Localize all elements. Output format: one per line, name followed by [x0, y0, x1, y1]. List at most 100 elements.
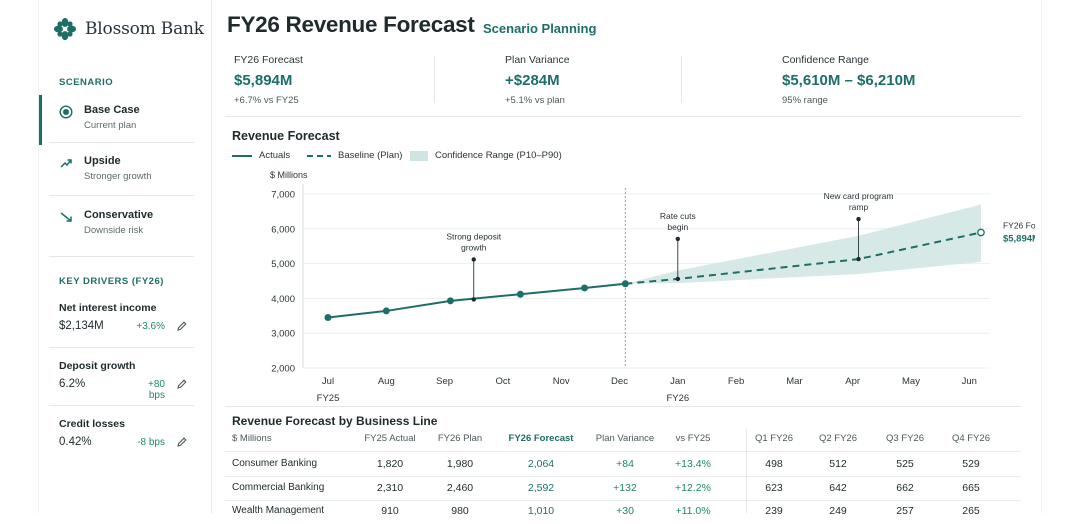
table-cell: +11.0%: [675, 505, 711, 517]
table-header[interactable]: FY26 Plan: [437, 433, 483, 444]
driver-deposit-growth: Deposit growth 6.2% +80 bps: [39, 356, 194, 406]
table-header[interactable]: Q2 FY26: [818, 433, 858, 444]
driver-change: +3.6%: [136, 321, 165, 332]
kpi-value: $5,610M – $6,210M: [782, 72, 916, 89]
edit-icon[interactable]: [176, 320, 188, 332]
table-header[interactable]: vs FY25: [675, 433, 711, 444]
table-header[interactable]: Q1 FY26: [754, 433, 794, 444]
table-header[interactable]: Q3 FY26: [885, 433, 925, 444]
table-header-divider: [225, 451, 1021, 452]
trend-down-icon: [60, 212, 72, 222]
actuals-point: [446, 297, 454, 305]
scenario-conservative[interactable]: Conservative Downside risk: [39, 200, 194, 250]
table-cell: 2,460: [446, 481, 474, 494]
scenario-subtitle: Current plan: [84, 120, 137, 131]
scenario-title: Conservative: [84, 209, 154, 221]
end-label-value: $5,894M: [1003, 233, 1035, 244]
divider: [49, 256, 194, 257]
annotation-text: growth: [461, 242, 487, 252]
driver-value: $2,134M: [59, 320, 104, 332]
driver-credit-losses: Credit losses 0.42% -8 bps: [39, 414, 194, 464]
table-cell: 642: [829, 481, 847, 494]
kpi-fy26-forecast: FY26 Forecast $5,894M +6.7% vs FY25: [234, 54, 303, 106]
x-tick-label: Jan: [670, 376, 685, 387]
x-tick-label: Mar: [786, 376, 802, 387]
scenario-title: Base Case: [84, 104, 140, 116]
x-tick-label: Sep: [436, 376, 453, 387]
kpi-label: FY26 Forecast: [234, 54, 303, 66]
scenario-upside[interactable]: Upside Stronger growth: [39, 146, 194, 196]
legend-label: Baseline (Plan): [338, 150, 403, 161]
scenario-section-label: SCENARIO: [59, 77, 114, 88]
sidebar: Blossom Bank SCENARIO Base Case Current …: [39, 0, 212, 513]
annotation-text: ramp: [849, 202, 869, 212]
table-cell: 2,310: [376, 481, 404, 494]
table-header[interactable]: FY26 Forecast: [508, 433, 574, 444]
legend-actuals[interactable]: Actuals: [232, 150, 290, 161]
x-tick-label: Feb: [728, 376, 744, 387]
driver-net-interest-income: Net interest income $2,134M +3.6%: [39, 298, 194, 348]
divider: [49, 142, 194, 143]
row-divider: [225, 499, 1021, 501]
edit-icon[interactable]: [176, 436, 188, 448]
table-cell: 512: [829, 458, 847, 470]
year-label: FY26: [666, 393, 689, 404]
y-axis-label: $ Millions: [270, 170, 308, 180]
actuals-point: [516, 290, 524, 298]
business-line-name: Consumer Banking: [232, 458, 318, 469]
annotation-dot: [471, 257, 476, 262]
x-tick-label: May: [902, 376, 920, 387]
kpi-subtext: +6.7% vs FY25: [234, 95, 299, 106]
legend-baseline[interactable]: Baseline (Plan): [307, 150, 402, 161]
legend-band-icon: [410, 150, 428, 161]
driver-change: +80 bps: [148, 379, 165, 401]
kpi-subtext: +5.1% vs plan: [505, 95, 565, 106]
annotation-anchor: [856, 256, 861, 262]
business-line-name: Commercial Banking: [232, 481, 325, 493]
table-cell: 498: [765, 458, 783, 470]
divider: [49, 405, 194, 406]
y-tick-label: 6,000: [271, 224, 295, 235]
driver-change: -8 bps: [137, 437, 165, 448]
y-tick-label: 4,000: [271, 294, 295, 305]
table-cell: 662: [896, 481, 914, 494]
legend-solid-line-icon: [232, 154, 252, 157]
scenario-base-case[interactable]: Base Case Current plan: [39, 95, 197, 145]
edit-icon[interactable]: [176, 378, 188, 390]
confidence-band: [625, 204, 981, 284]
table-cell: +84: [616, 458, 634, 470]
table-header[interactable]: $ Millions: [232, 433, 272, 444]
app-window: Blossom Bank SCENARIO Base Case Current …: [38, 0, 1042, 517]
kpi-subtext: 95% range: [782, 95, 828, 106]
brand-name: Blossom Bank: [85, 19, 204, 39]
y-tick-label: 7,000: [271, 190, 295, 201]
table-cell: 623: [765, 481, 783, 494]
table-cell: 980: [451, 505, 469, 517]
table-cell: 249: [829, 505, 847, 517]
annotation-dot: [856, 216, 861, 222]
table-header[interactable]: Q4 FY26: [951, 433, 991, 444]
x-tick-label: Dec: [611, 376, 628, 387]
divider: [225, 406, 1021, 407]
page-title: FY26 Revenue Forecast: [227, 12, 475, 37]
actuals-line: [327, 282, 626, 319]
brand[interactable]: Blossom Bank: [53, 16, 204, 42]
table-header[interactable]: FY25 Actual: [364, 433, 416, 444]
x-tick-label: Aug: [378, 376, 395, 387]
table-cell: +12.2%: [675, 481, 711, 494]
end-label-title: FY26 Forecast: [1003, 220, 1035, 230]
table-cell: +13.4%: [675, 458, 711, 470]
baseline-line: [625, 231, 982, 285]
actuals-point: [324, 314, 332, 322]
legend-confidence[interactable]: Confidence Range (P10–P90): [410, 150, 562, 161]
scenario-subtitle: Stronger growth: [84, 171, 152, 182]
table-cell: 265: [962, 505, 980, 517]
y-tick-label: 3,000: [271, 329, 295, 340]
table-header[interactable]: Plan Variance: [595, 433, 655, 444]
legend-label: Actuals: [259, 150, 291, 161]
annotation-anchor: [675, 276, 680, 282]
actuals-point: [382, 307, 390, 315]
y-tick-label: 2,000: [271, 364, 295, 375]
x-tick-label: Jul: [322, 376, 334, 387]
driver-name: Deposit growth: [59, 360, 136, 372]
